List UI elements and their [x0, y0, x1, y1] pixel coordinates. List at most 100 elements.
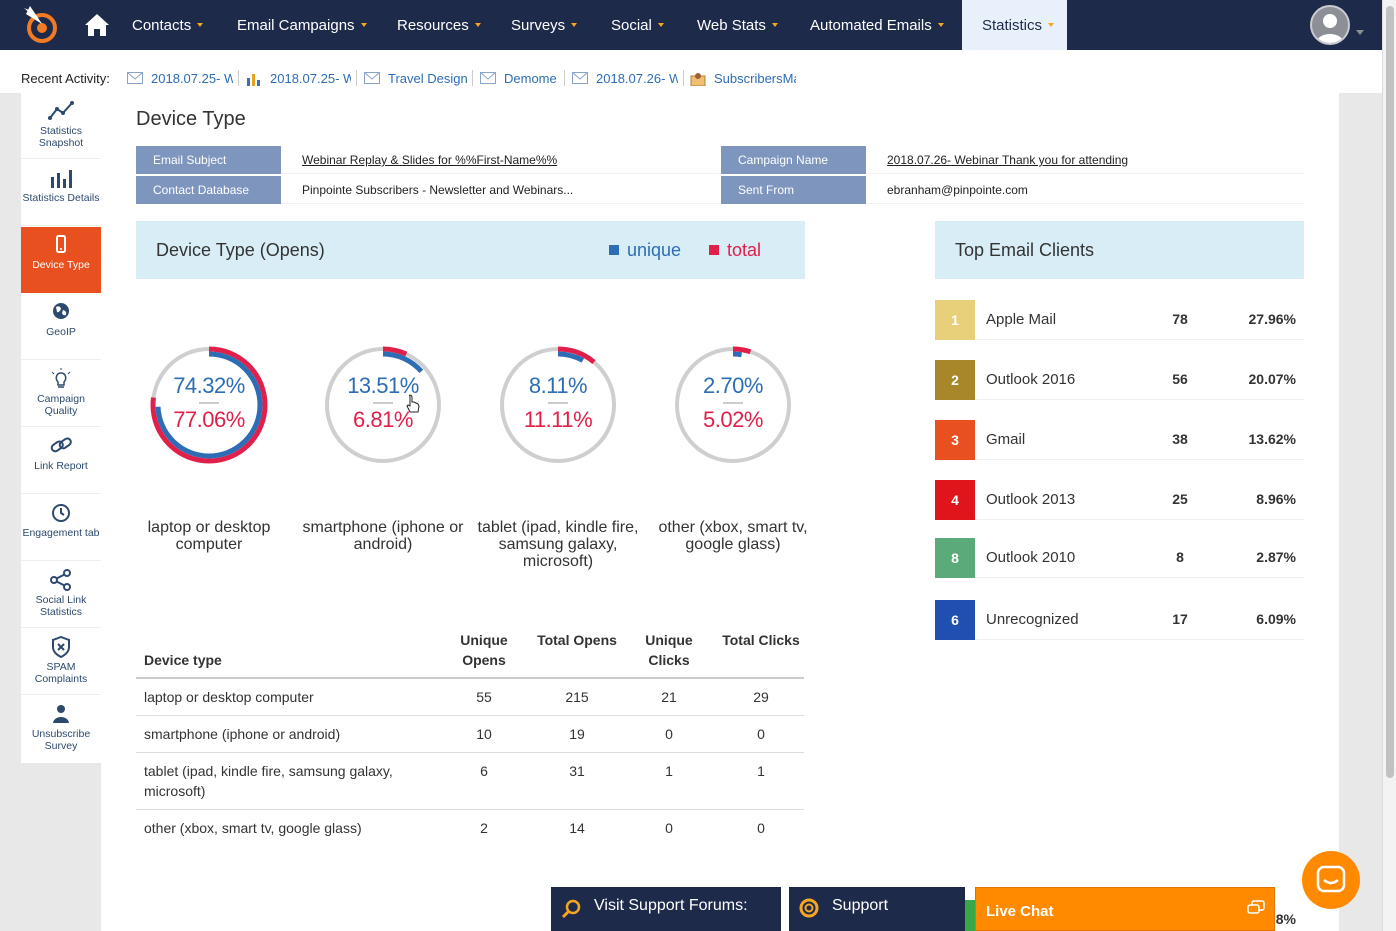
chevron-down-icon — [197, 23, 204, 28]
stats-sidebar: Statistics Snapshot Statistics Details D… — [21, 93, 101, 763]
recent-item[interactable]: Travel Design — [364, 71, 474, 86]
table-cell: 2 — [480, 820, 488, 836]
table-cell: 21 — [661, 689, 677, 705]
chevron-down-icon — [771, 23, 778, 28]
table-cell: laptop or desktop computer — [144, 689, 314, 705]
lightbulb-icon — [51, 368, 71, 388]
table-cell: 6 — [480, 763, 488, 779]
nav-web-stats[interactable]: Web Stats — [697, 0, 778, 50]
client-rank: 1 — [935, 300, 975, 340]
recent-item[interactable]: Demome — [480, 71, 560, 86]
chevron-down-icon — [657, 23, 664, 28]
chart-title: Device Type (Opens) — [156, 240, 325, 260]
donut-rings — [324, 346, 442, 464]
donut-unique-label: 74.32% — [173, 373, 245, 398]
donut-chart: 2.70% 5.02% — [671, 343, 795, 467]
scrollbar-thumb[interactable] — [1386, 6, 1394, 778]
mobile-icon — [56, 235, 66, 253]
nav-surveys[interactable]: Surveys — [511, 0, 578, 50]
chat-launcher-button[interactable] — [1302, 851, 1360, 909]
sidebar-item-spam-complaints[interactable]: SPAM Complaints — [21, 629, 101, 695]
chevron-down-icon — [1048, 23, 1055, 28]
donut-chart: 13.51% 6.81% — [321, 343, 445, 467]
share-icon — [50, 569, 71, 591]
envelope-icon — [480, 72, 496, 84]
donut-unique-label: 8.11% — [528, 373, 588, 398]
avatar[interactable] — [1310, 5, 1350, 45]
contacts-icon — [690, 73, 706, 86]
user-icon — [53, 705, 69, 723]
nav-social[interactable]: Social — [611, 0, 664, 50]
table-cell: 0 — [757, 726, 765, 742]
envelope-icon — [572, 72, 588, 84]
sidebar-item-geoip[interactable]: GeoIP — [21, 294, 101, 360]
live-chat-button[interactable]: Live Chat — [975, 887, 1275, 931]
support-button[interactable]: Support — [789, 887, 965, 931]
user-icon — [1316, 14, 1344, 43]
globe-icon — [53, 303, 69, 319]
client-row: 4 Outlook 2013 25 8.96% — [935, 480, 1304, 520]
legend-unique: unique — [609, 240, 681, 261]
chevron-down-icon — [360, 23, 367, 28]
client-rank: 8 — [935, 538, 975, 578]
recent-item[interactable]: 2018.07.25- Webinar — [127, 71, 233, 86]
recent-item[interactable]: 2018.07.26- Webinar — [572, 71, 678, 86]
donut-total-label: 6.81% — [353, 407, 413, 432]
chat-icon — [1247, 900, 1265, 914]
recent-item[interactable]: SubscribersMa — [690, 71, 796, 86]
nav-contacts[interactable]: Contacts — [132, 0, 204, 50]
donut-unique-arc — [329, 351, 437, 459]
sidebar-item-social-link-statistics[interactable]: Social Link Statistics — [21, 562, 101, 628]
client-row: 8 Outlook 2010 8 2.87% — [935, 538, 1304, 578]
chat-icon — [1316, 865, 1346, 893]
donut-chart: 8.11% 11.11% — [496, 343, 620, 467]
client-count: 38 — [1172, 431, 1188, 447]
table-cell: 19 — [569, 726, 585, 742]
client-percent: 27.96% — [1248, 311, 1296, 327]
sidebar-item-link-report[interactable]: Link Report — [21, 428, 101, 494]
table-cell: 0 — [665, 726, 673, 742]
lifebuoy-icon — [799, 898, 819, 918]
legend-swatch — [609, 245, 619, 255]
sidebar-item-statistics-snapshot[interactable]: Statistics Snapshot — [21, 93, 101, 159]
table-cell: tablet (ipad, kindle fire, samsung galax… — [144, 763, 393, 799]
sidebar-item-unsubscribe-survey[interactable]: Unsubscribe Survey — [21, 696, 101, 762]
table-cell: 14 — [569, 820, 585, 836]
recent-item[interactable]: 2018.07.25- Webinar — [246, 71, 351, 86]
home-icon[interactable] — [84, 13, 110, 37]
chevron-down-icon[interactable] — [1356, 30, 1364, 35]
link-icon — [50, 437, 72, 453]
device-label: smartphone (iphone or android) — [302, 519, 464, 553]
client-percent: 6.09% — [1256, 611, 1296, 627]
nav-resources[interactable]: Resources — [397, 0, 481, 50]
client-name: Outlook 2010 — [986, 549, 1076, 566]
donut-unique-arc — [679, 351, 787, 459]
donut-total-arc — [150, 346, 268, 464]
table-header: Total Opens — [537, 632, 617, 648]
nav-email-campaigns[interactable]: Email Campaigns — [237, 0, 367, 50]
client-count: 78 — [1172, 311, 1188, 327]
nav-statistics[interactable]: Statistics — [962, 0, 1067, 50]
sidebar-item-device-type[interactable]: Device Type — [21, 227, 101, 293]
page-scrollbar[interactable] — [1382, 0, 1396, 931]
logo-icon[interactable] — [20, 4, 62, 46]
campaign-name-link[interactable]: 2018.07.26- Webinar Thank you for attend… — [867, 146, 1304, 174]
table-cell: 29 — [753, 689, 769, 705]
sidebar-item-statistics-details[interactable]: Statistics Details — [21, 160, 101, 226]
campaign-name-label: Campaign Name — [721, 146, 866, 174]
client-rank: 6 — [935, 600, 975, 640]
donut-chart: 74.32% 77.06% — [147, 343, 271, 467]
table-header: Total Clicks — [722, 632, 800, 648]
table-header: Device type — [144, 652, 222, 668]
nav-automated-emails[interactable]: Automated Emails — [810, 0, 944, 50]
top-nav: Contacts Email Campaigns Resources Surve… — [0, 0, 1382, 50]
email-subject-link[interactable]: Webinar Replay & Slides for %%First-Name… — [282, 146, 720, 174]
legend-total: total — [709, 240, 761, 261]
support-forums-button[interactable]: Visit Support Forums: — [551, 887, 781, 931]
client-count: 17 — [1172, 611, 1188, 627]
client-rank: 3 — [935, 420, 975, 460]
chevron-down-icon — [474, 23, 481, 28]
client-row: 3 Gmail 38 13.62% — [935, 420, 1304, 460]
sidebar-item-campaign-quality[interactable]: Campaign Quality — [21, 361, 101, 427]
sidebar-item-engagement-tab[interactable]: Engagement tab — [21, 495, 101, 561]
